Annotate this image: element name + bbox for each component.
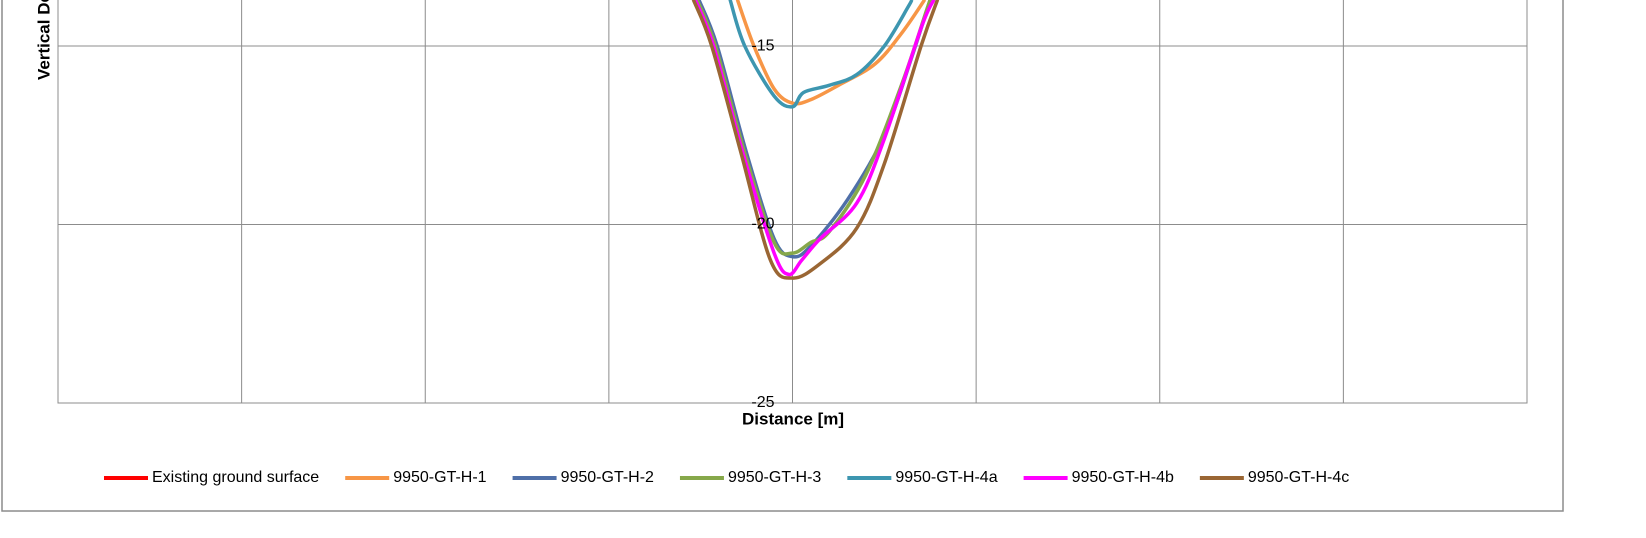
- y-tick-label: -15: [751, 37, 774, 54]
- series-line: [691, 0, 940, 280]
- legend-label: 9950-GT-H-4a: [895, 469, 997, 486]
- tick-labels: -25 -20 -15: [751, 37, 774, 411]
- legend-label: 9950-GT-H-1: [393, 469, 486, 486]
- y-axis-title: Vertical Depth [m]: [34, 0, 53, 80]
- y-tick-label: -20: [751, 216, 774, 233]
- legend-label: 9950-GT-H-3: [728, 469, 821, 486]
- plot-frame: [57, 0, 1528, 404]
- plot-lines: [691, 0, 940, 280]
- series-line: [728, 0, 914, 109]
- y-tick-label: -25: [751, 394, 774, 411]
- legend-label: Existing ground surface: [152, 469, 319, 486]
- series-line: [735, 0, 927, 106]
- legend: Existing ground surface 9950-GT-H-1 9950-G…: [104, 469, 1349, 486]
- x-axis-title: Distance [m]: [742, 409, 844, 428]
- legend-label: 9950-GT-H-4b: [1072, 469, 1174, 486]
- legend-label: 9950-GT-H-2: [561, 469, 654, 486]
- chart-frame: [1, 0, 1564, 512]
- legend-label: 9950-GT-H-4c: [1248, 469, 1349, 486]
